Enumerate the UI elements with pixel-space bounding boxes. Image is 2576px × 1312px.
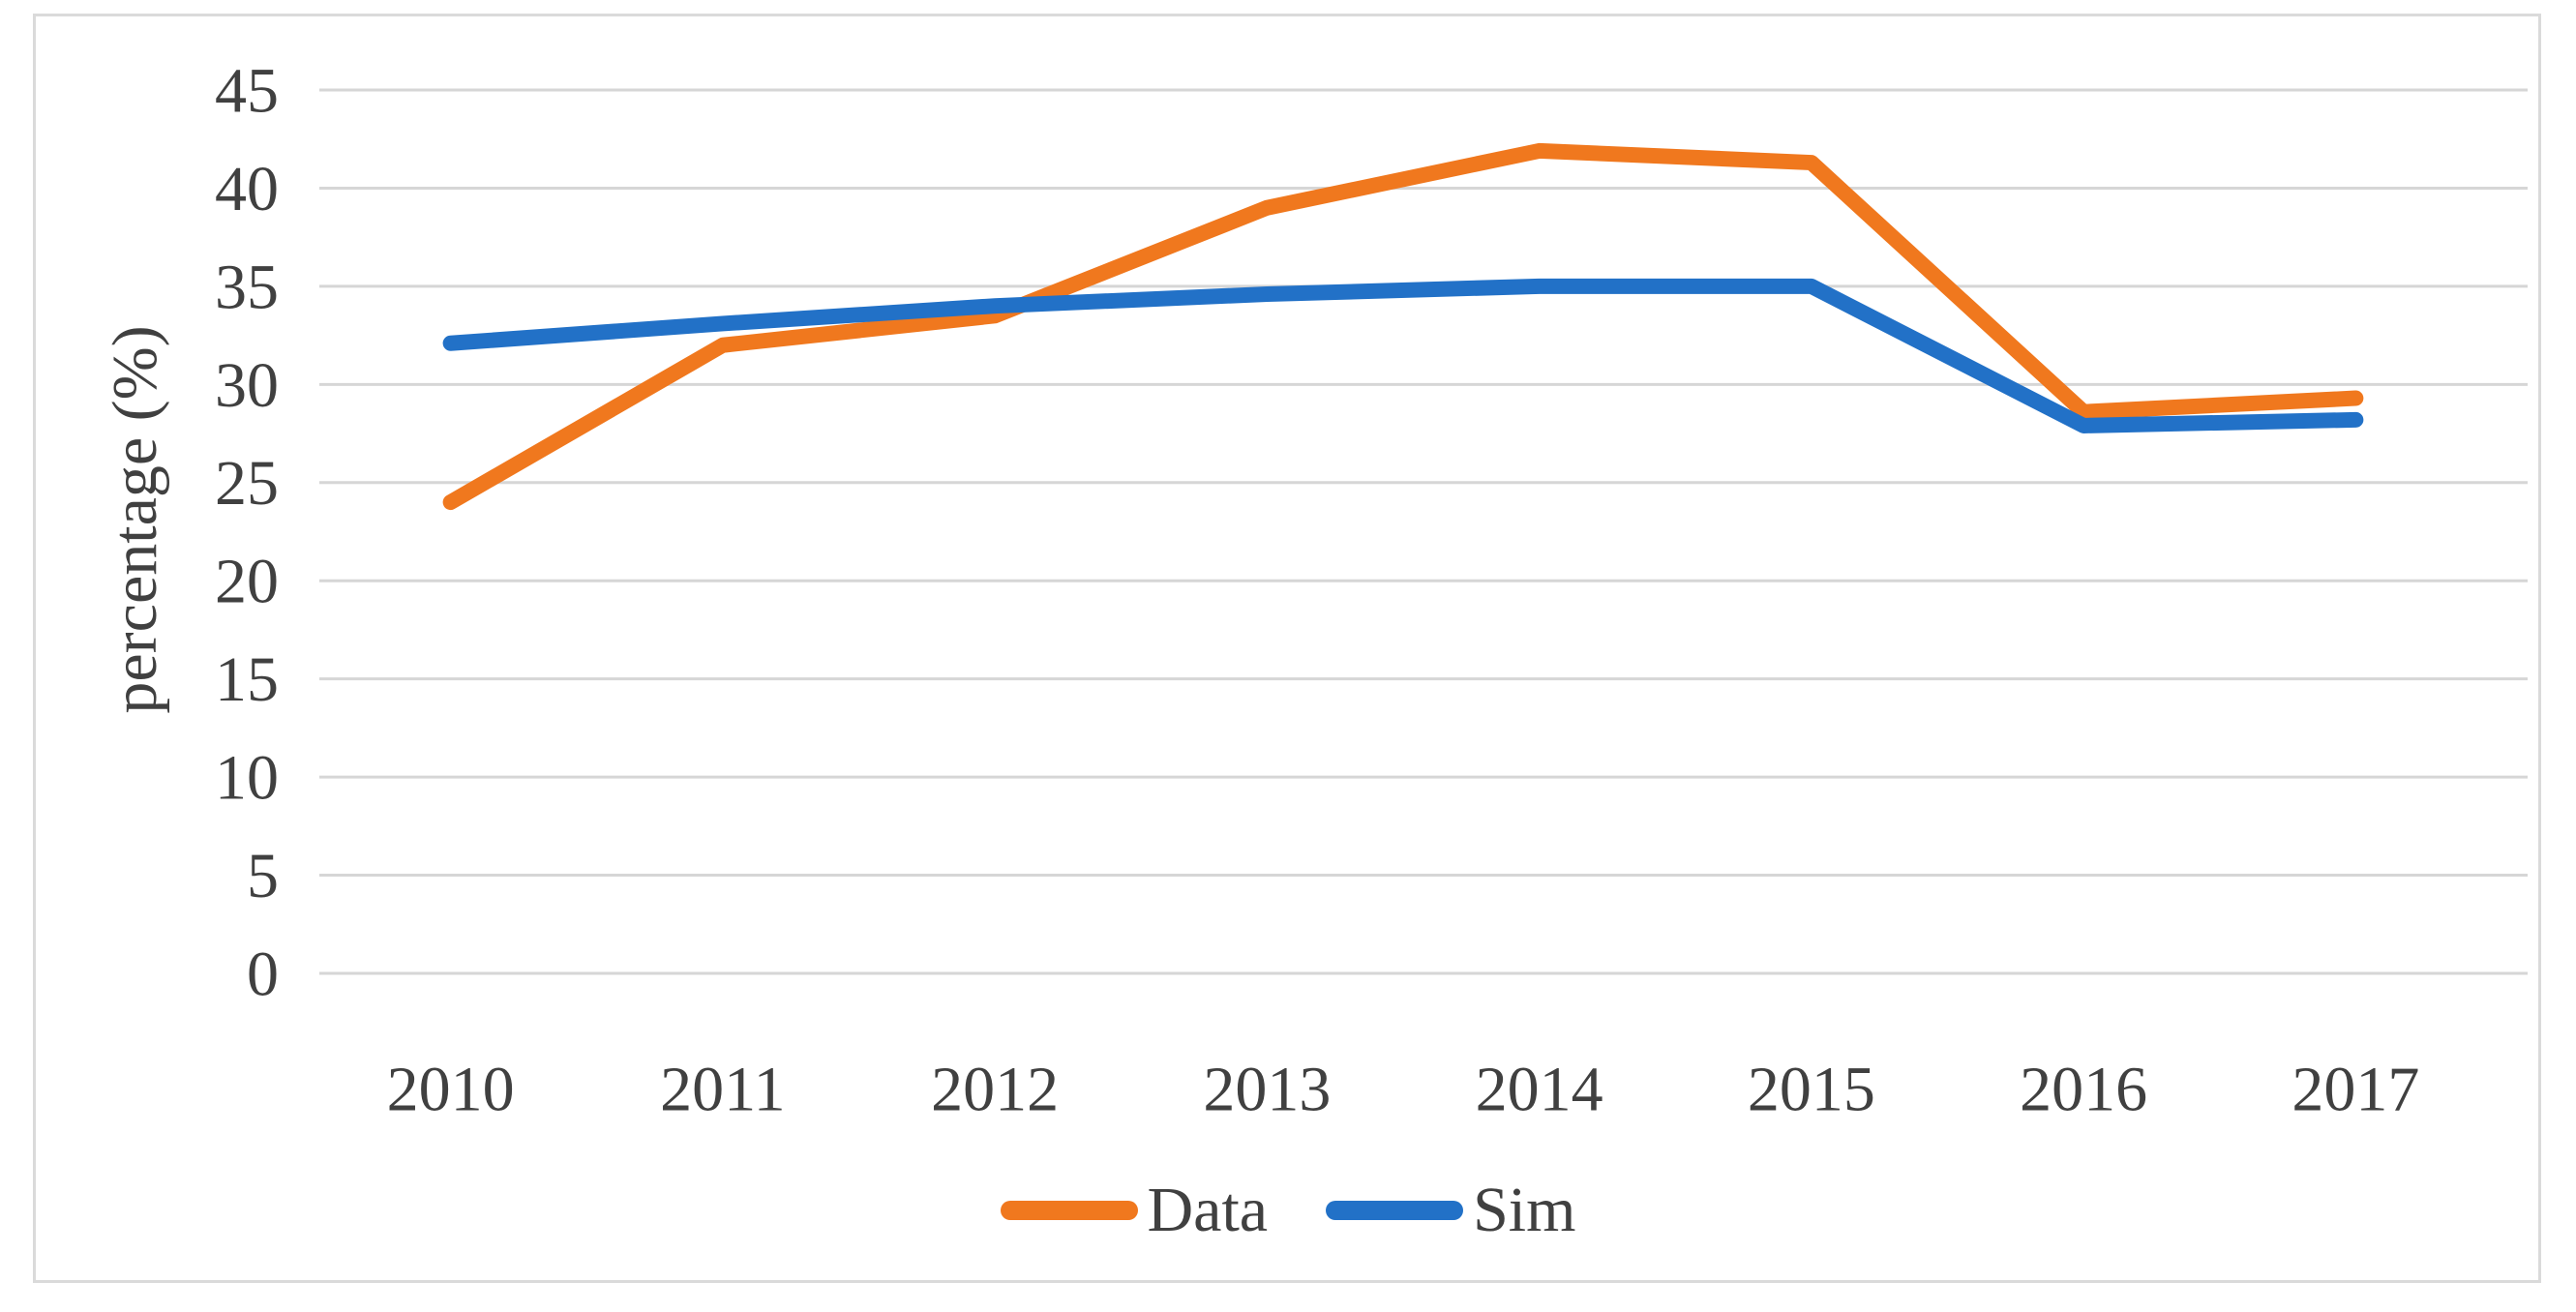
y-tick-label: 5 [247, 841, 279, 911]
sim-series-line [442, 278, 2364, 433]
y-axis-title-text: percentage (%) [100, 325, 170, 714]
legend-label-sim: Sim [1473, 1175, 1576, 1245]
x-tick-label: 2014 [1476, 1054, 1603, 1124]
data-series-line [442, 142, 2364, 511]
series-lines-group [442, 142, 2364, 511]
legend-item-sim: Sim [1326, 1178, 1575, 1242]
y-tick-label: 20 [215, 547, 279, 617]
x-tick-label: 2016 [2020, 1054, 2147, 1124]
legend: Data Sim [0, 1178, 2576, 1242]
x-tick-label: 2017 [2291, 1054, 2419, 1124]
y-tick-label: 30 [215, 350, 279, 421]
x-tick-label: 2012 [931, 1054, 1059, 1124]
y-tick-label: 35 [215, 252, 279, 322]
x-tick-labels-group: 2010 2011 2012 2013 2014 2015 2016 2017 [387, 1054, 2420, 1124]
y-tick-label: 0 [247, 939, 279, 1009]
y-tick-label: 25 [215, 448, 279, 519]
y-tick-label: 45 [215, 55, 279, 126]
x-tick-label: 2013 [1203, 1054, 1331, 1124]
x-tick-label: 2011 [660, 1054, 786, 1124]
x-tick-label: 2015 [1748, 1054, 1875, 1124]
sim-series-marker-icon [1326, 1201, 1464, 1220]
legend-label-data: Data [1147, 1175, 1269, 1245]
y-tick-label: 10 [215, 743, 279, 814]
x-tick-label: 2010 [387, 1054, 515, 1124]
y-tick-label: 15 [215, 644, 279, 715]
data-series-marker-icon [1000, 1201, 1138, 1220]
y-tick-label: 40 [215, 154, 279, 224]
gridlines-group [319, 88, 2528, 975]
y-tick-labels-group: 45 40 35 30 25 20 15 10 5 0 [215, 55, 279, 1009]
legend-item-data: Data [1000, 1175, 1269, 1245]
